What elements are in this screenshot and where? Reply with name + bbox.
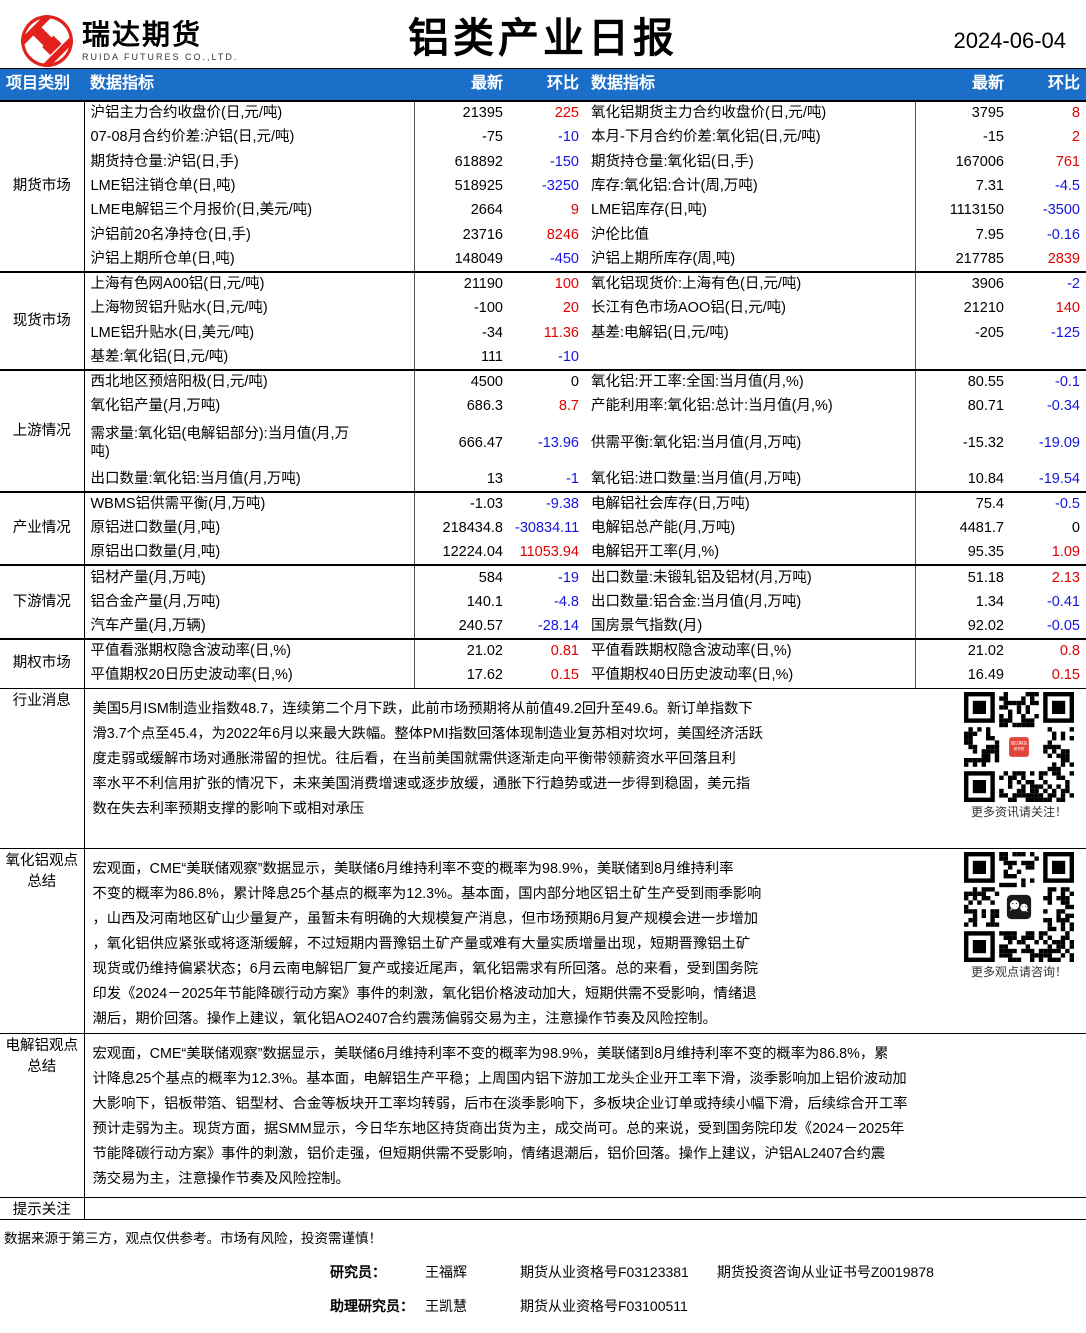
svg-text:研究院: 研究院: [1014, 745, 1025, 750]
svg-text:瑞达期货: 瑞达期货: [1011, 739, 1028, 745]
